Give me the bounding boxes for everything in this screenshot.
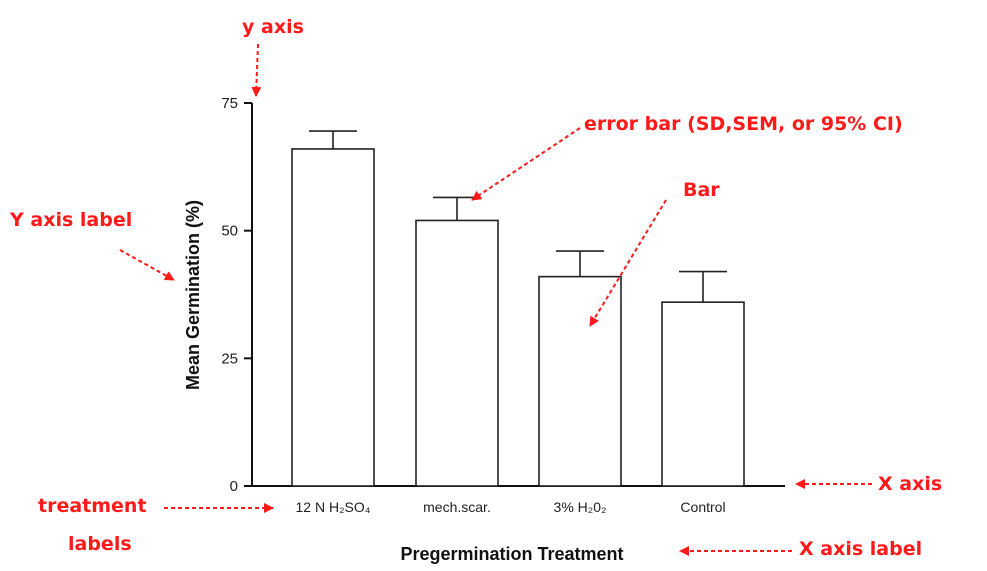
y-tick-label: 75 [221,95,238,112]
annotation-bar-arrow [589,199,667,327]
bar [661,301,745,487]
annotation-y-axis-label: Y axis label [9,209,132,231]
x-tick-label: 3% H₂0₂ [554,499,607,515]
bars: 12 N H₂SO₄ mech.scar. 3% H₂0₂ Control [291,130,745,515]
bar [291,148,375,487]
annotation-treatment-labels-line1: treatment [38,495,147,517]
annotation-treatment-labels-line2: labels [68,533,132,555]
annotation-error-bar: error bar (SD,SEM, or 95% CI) [584,113,903,135]
y-ticks: 0 25 50 75 [221,95,252,495]
y-tick-label: 50 [221,223,238,240]
annotation-x-axis-label: X axis label [799,538,922,560]
annotation-error-bar-arrow [471,127,581,201]
x-axis-title: Pregermination Treatment [400,544,623,564]
y-tick-label: 0 [230,478,238,495]
bar [415,219,499,487]
bar [538,275,622,487]
x-tick-label: 12 N H₂SO₄ [296,499,371,515]
x-tick-label: Control [680,499,725,515]
annotation-y-axis: y axis [242,16,304,38]
y-axis-title: Mean Germination (%) [183,200,203,390]
annotation-y-axis-label-arrow [119,249,175,281]
x-tick-label: mech.scar. [423,499,491,515]
annotation-y-axis-arrow [251,43,262,97]
annotation-x-axis: X axis [878,473,942,495]
annotation-bar: Bar [683,179,720,201]
y-tick-label: 25 [221,350,238,367]
